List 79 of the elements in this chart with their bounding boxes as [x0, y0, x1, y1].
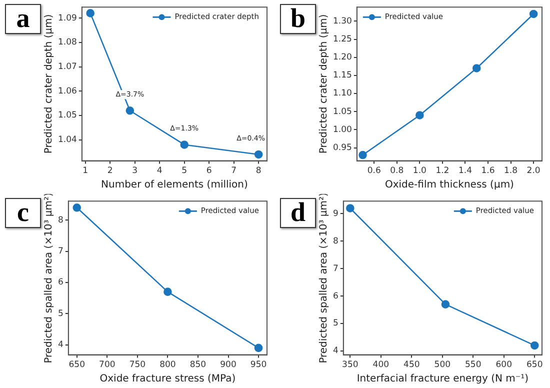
y-tick-label: 1.25	[332, 34, 352, 44]
y-tick-label: 1.09	[58, 13, 77, 24]
point	[530, 341, 539, 350]
x-tick-label: 1	[82, 166, 88, 176]
y-tick-label: 1.08	[58, 38, 77, 48]
chart-title: c	[5, 197, 41, 228]
y-tick-label: 1.00	[332, 124, 352, 135]
y-tick-label: 7	[58, 246, 64, 256]
x-tick-label: 1.0	[412, 166, 426, 176]
y-tick-label: 1.04	[58, 135, 77, 146]
x-tick-label: 450	[404, 360, 420, 370]
x-axis-title: Oxide fracture stress (MPa)	[100, 374, 236, 385]
x-tick-label: 5	[182, 166, 188, 176]
x-tick-label: 1.6	[481, 166, 495, 176]
x-tick-label: 950	[250, 360, 267, 370]
y-tick-label: 1.05	[332, 106, 352, 117]
x-tick-label: 1.2	[436, 166, 450, 176]
chart-title: d	[280, 197, 316, 228]
y-tick-label: 5	[332, 318, 338, 329]
x-tick-label: 550	[465, 360, 482, 370]
y-tick-label: 9	[332, 208, 338, 219]
y-tick-label: 1.05	[58, 110, 77, 121]
y-tick-label: 1.06	[58, 86, 77, 96]
y-tick-label: 8	[332, 236, 338, 246]
y-tick-label: 4	[58, 340, 64, 350]
x-tick-label: 650	[526, 360, 543, 370]
y-tick-label: 1.15	[332, 70, 352, 81]
x-tick-label: 2.0	[526, 166, 540, 176]
y-axis-title: Predicted crater depth (μm)	[44, 14, 55, 154]
y-tick-label: 6	[332, 291, 338, 302]
x-tick-label: 850	[190, 360, 206, 370]
x-tick-label: 3	[132, 166, 138, 176]
x-tick-label: 400	[372, 360, 390, 370]
x-tick-label: 500	[434, 360, 451, 370]
x-tick-label: 2	[107, 166, 113, 176]
y-tick-label: 5	[58, 308, 64, 319]
y-tick-label: 1.07	[58, 62, 77, 72]
point	[472, 64, 481, 72]
point	[529, 10, 538, 18]
x-axis-title: Interfacial fracture energy (N m⁻¹)	[356, 374, 529, 385]
x-tick-label: 1.8	[504, 166, 518, 176]
x-tick-label: 0.6	[367, 166, 381, 176]
x-tick-label: 800	[160, 360, 176, 370]
y-tick-label: 8	[58, 215, 64, 226]
x-tick-label: 900	[220, 360, 236, 370]
y-tick-label: 1.20	[332, 52, 352, 63]
point	[126, 106, 134, 115]
point	[180, 140, 189, 149]
x-tick-label: 4	[156, 166, 162, 176]
x-tick-label: 650	[68, 360, 85, 370]
y-tick-label: 1.10	[332, 88, 352, 99]
x-axis-title: Oxide-film thickness (μm)	[384, 180, 514, 191]
point	[164, 288, 172, 296]
point	[416, 111, 424, 120]
y-tick-label: 7	[332, 264, 338, 274]
point	[72, 203, 82, 212]
chart-title: b	[280, 3, 316, 34]
point	[358, 150, 367, 160]
x-tick-label: 0.8	[390, 166, 404, 176]
y-tick-label: 1.30	[332, 16, 352, 26]
point	[346, 204, 354, 212]
x-tick-label: 700	[99, 360, 116, 370]
x-tick-label: 7	[231, 166, 237, 176]
x-tick-label: 6	[206, 166, 212, 176]
x-tick-label: 8	[256, 166, 262, 176]
x-axis-title: Number of elements (million)	[101, 180, 248, 191]
point	[441, 300, 450, 308]
chart-title: a	[5, 3, 41, 34]
point	[254, 150, 263, 159]
x-tick-label: 1.4	[458, 166, 472, 176]
x-tick-label: 750	[129, 360, 146, 370]
y-axis-title: Predicted crater depth (μm)	[318, 14, 330, 154]
point	[254, 344, 263, 352]
point	[86, 9, 94, 18]
y-tick-label: 4	[332, 346, 338, 356]
y-tick-label: 6	[58, 278, 64, 288]
x-tick-label: 350	[342, 360, 358, 370]
y-tick-label: 0.95	[332, 142, 352, 153]
x-tick-label: 600	[496, 360, 512, 370]
